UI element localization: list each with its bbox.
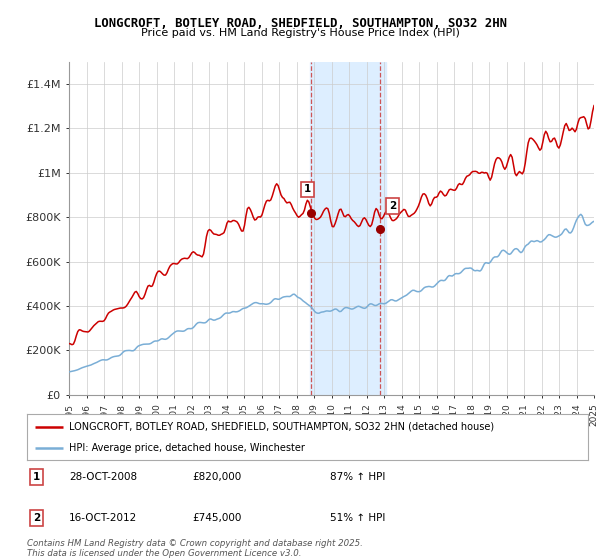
Text: HPI: Average price, detached house, Winchester: HPI: Average price, detached house, Winc… — [69, 443, 305, 453]
Text: 28-OCT-2008: 28-OCT-2008 — [69, 472, 137, 482]
Text: LONGCROFT, BOTLEY ROAD, SHEDFIELD, SOUTHAMPTON, SO32 2HN (detached house): LONGCROFT, BOTLEY ROAD, SHEDFIELD, SOUTH… — [69, 422, 494, 432]
Text: 51% ↑ HPI: 51% ↑ HPI — [330, 513, 385, 523]
Text: Price paid vs. HM Land Registry's House Price Index (HPI): Price paid vs. HM Land Registry's House … — [140, 28, 460, 38]
Text: 16-OCT-2012: 16-OCT-2012 — [69, 513, 137, 523]
Bar — [310, 62, 386, 395]
Text: £820,000: £820,000 — [192, 472, 241, 482]
Text: £745,000: £745,000 — [192, 513, 241, 523]
Text: LONGCROFT, BOTLEY ROAD, SHEDFIELD, SOUTHAMPTON, SO32 2HN: LONGCROFT, BOTLEY ROAD, SHEDFIELD, SOUTH… — [94, 17, 506, 30]
Text: 2: 2 — [33, 513, 40, 523]
Text: Contains HM Land Registry data © Crown copyright and database right 2025.
This d: Contains HM Land Registry data © Crown c… — [27, 539, 363, 558]
Text: 2: 2 — [389, 201, 396, 211]
Text: 1: 1 — [304, 184, 311, 194]
Text: 87% ↑ HPI: 87% ↑ HPI — [330, 472, 385, 482]
Text: 1: 1 — [33, 472, 40, 482]
